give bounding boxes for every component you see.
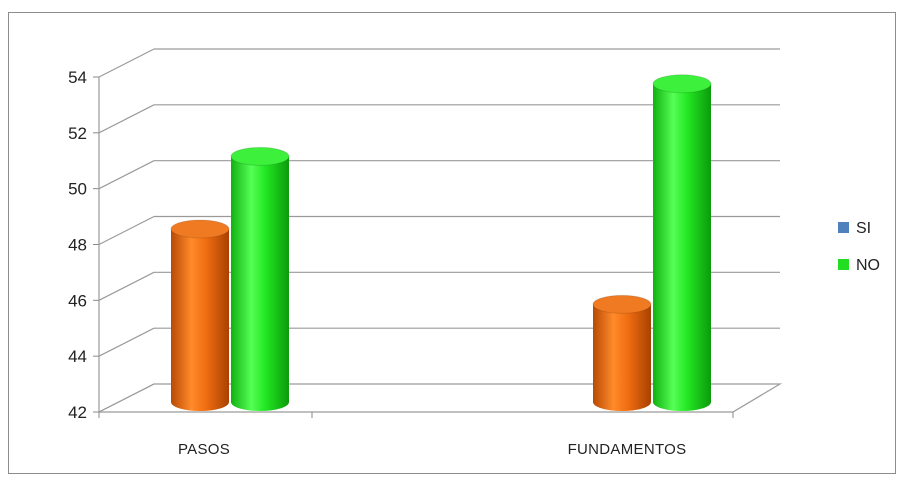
bar-si-fundamentos [592,294,652,411]
y-tick-label: 42 [68,403,87,422]
side-gridline [98,327,155,357]
side-gridline [98,160,155,190]
legend-swatch-si [838,222,849,233]
bar-cap [170,219,230,239]
x-category-label: PASOS [178,441,230,458]
bar-no-pasos [230,146,290,411]
y-tick-label: 48 [68,236,87,255]
x-category-label: FUNDAMENTOS [568,441,687,458]
side-gridline [98,104,155,134]
side-gridline [98,271,155,301]
chart-frame [8,12,896,474]
bar-body [653,83,711,412]
bar-body [171,228,229,411]
bar-si-pasos [170,219,230,411]
bar-cap [592,294,652,314]
bar-body [593,304,651,411]
y-tick-label: 52 [68,124,87,143]
bar-cap [652,74,712,94]
bar-cap [230,146,290,166]
chart-floor [98,383,783,413]
y-tick-label: 50 [68,180,87,199]
side-gridline [98,215,155,246]
legend-label-no: NO [856,257,880,274]
legend-label-si: SI [856,220,871,237]
y-tick-label: 46 [68,291,87,310]
legend-swatch-no [838,259,849,270]
side-gridline [98,48,155,78]
bar-no-fundamentos [652,74,712,412]
bar-body [231,156,289,411]
y-tick-label: 54 [68,68,87,87]
y-tick-label: 44 [68,347,87,366]
